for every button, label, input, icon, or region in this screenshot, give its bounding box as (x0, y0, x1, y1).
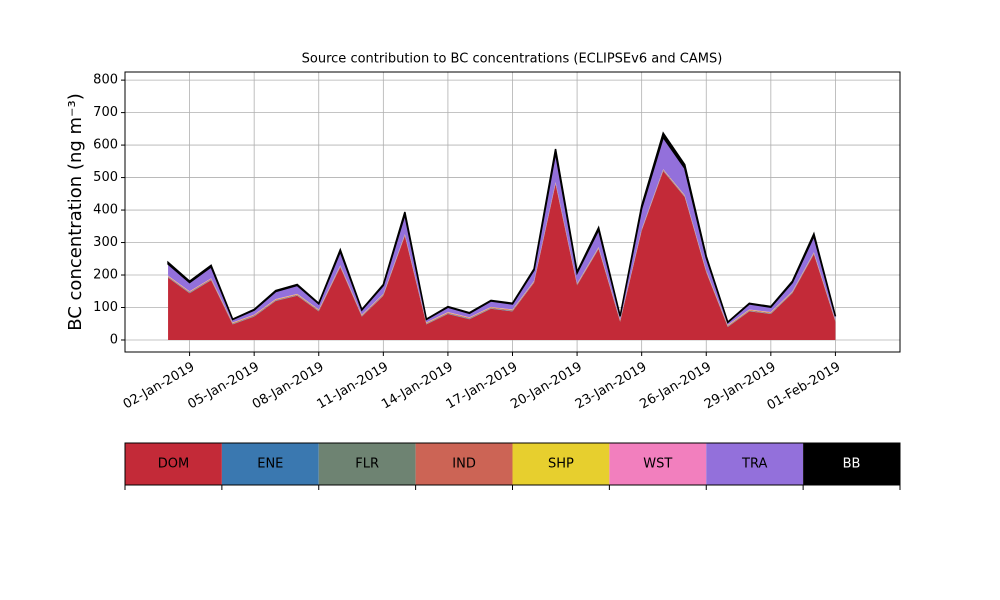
y-tick-label: 300 (93, 235, 118, 250)
x-tick-label: 26-Jan-2019 (637, 360, 714, 413)
y-tick-label: 400 (93, 203, 118, 218)
grid (125, 72, 900, 352)
y-tick-label: 500 (93, 170, 118, 185)
y-axis-label: BC concentration (ng m⁻³) (65, 93, 86, 331)
x-tick-label: 20-Jan-2019 (508, 360, 585, 413)
x-tick-label: 05-Jan-2019 (185, 360, 262, 413)
x-tick-label: 02-Jan-2019 (121, 360, 198, 413)
legend-swatch (512, 443, 610, 485)
y-tick-label: 100 (93, 300, 118, 315)
legend-swatch (221, 443, 319, 485)
x-tick-label: 11-Jan-2019 (314, 360, 391, 413)
legend-swatch (706, 443, 804, 485)
legend-label: BB (843, 457, 861, 472)
legend-swatch (803, 443, 900, 485)
area (167, 131, 837, 324)
x-tick-label: 08-Jan-2019 (250, 360, 327, 413)
x-tick-label: 14-Jan-2019 (379, 360, 456, 413)
y-tick-label: 700 (93, 105, 118, 120)
x-tick-label: 23-Jan-2019 (573, 360, 650, 413)
y-tick-label: 600 (93, 138, 118, 153)
y-tick-label: 0 (110, 332, 118, 347)
legend-label: ENE (257, 457, 283, 472)
legend-swatch (609, 443, 707, 485)
x-tick-label: 01-Feb-2019 (765, 360, 844, 414)
legend-label: TRA (741, 457, 767, 472)
legend-label: WST (643, 457, 672, 472)
y-tick-label: 800 (93, 73, 118, 88)
legend-swatch (125, 443, 222, 485)
legend-frame (124, 442, 901, 486)
legend-label: IND (452, 457, 476, 472)
plot-frame (124, 71, 901, 353)
legend-swatch (318, 443, 416, 485)
legend-swatch (415, 443, 513, 485)
legend-label: SHP (548, 457, 574, 472)
areas (167, 131, 837, 340)
legend-label: FLR (355, 457, 379, 472)
area (168, 171, 836, 340)
chart-title: Source contribution to BC concentrations… (302, 52, 723, 67)
x-tick-label: 17-Jan-2019 (444, 360, 521, 413)
y-tick-label: 200 (93, 268, 118, 283)
legend-label: DOM (158, 457, 189, 472)
